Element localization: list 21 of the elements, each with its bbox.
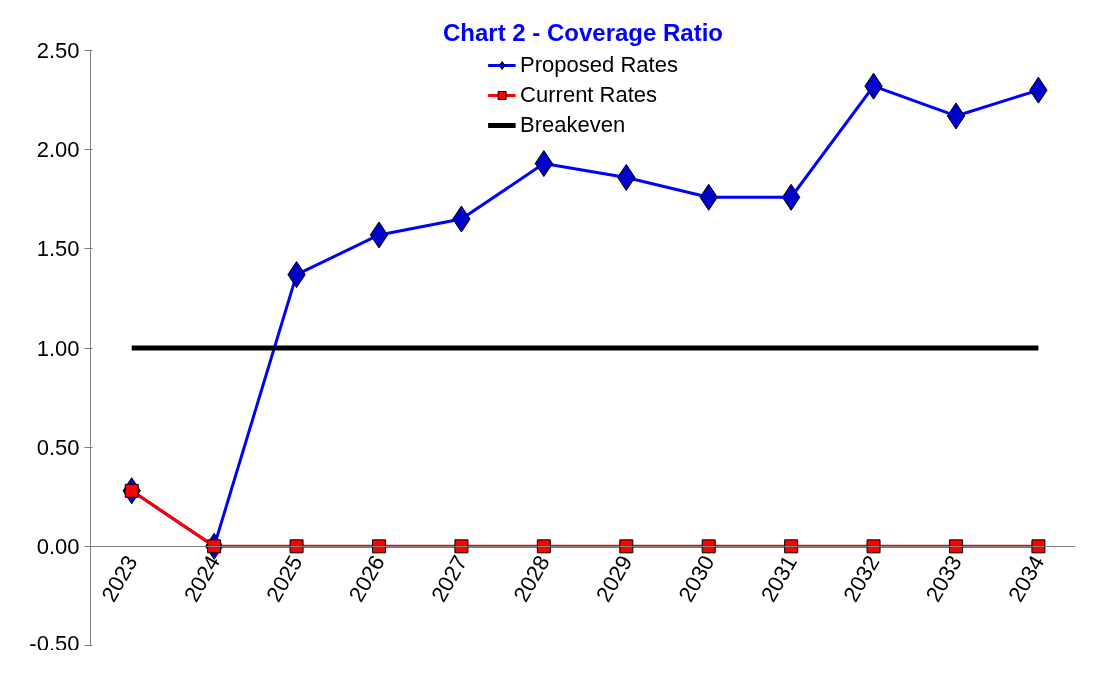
y-tick-label: 2.00 <box>36 137 80 163</box>
point <box>948 539 963 554</box>
point <box>371 539 386 554</box>
point <box>784 539 799 554</box>
point <box>619 539 634 554</box>
point <box>454 539 469 554</box>
point <box>1031 539 1046 554</box>
chart-title: Chart 2 - Coverage Ratio <box>442 18 724 46</box>
legend-label: Proposed Rates <box>520 52 678 78</box>
point <box>536 539 551 554</box>
y-tick-label: 0.00 <box>36 533 80 559</box>
y-tick-label: 2.50 <box>36 38 80 63</box>
y-tick-label: -0.50 <box>29 630 80 656</box>
y-tick-label: 0.50 <box>36 434 80 460</box>
legend-label: Breakeven <box>520 112 626 138</box>
legend-label: Current Rates <box>520 82 658 108</box>
y-tick-label: 1.50 <box>36 236 80 262</box>
y-tick-label: 1.00 <box>36 335 80 361</box>
point <box>701 539 716 554</box>
point <box>289 539 304 554</box>
point <box>866 539 881 554</box>
